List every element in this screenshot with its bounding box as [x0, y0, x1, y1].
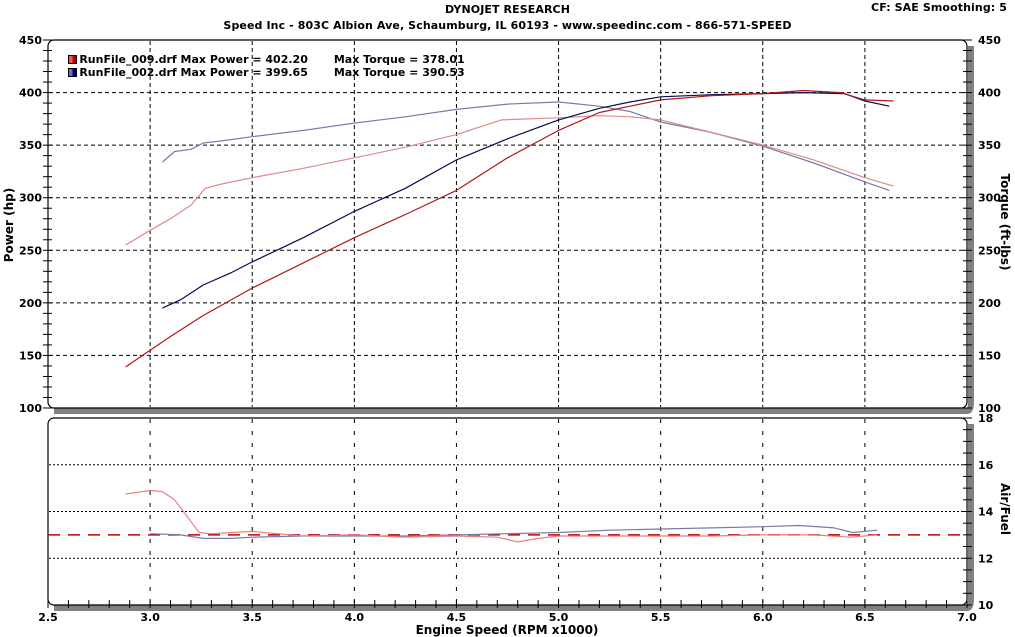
legend-torque-value: 390.53 — [422, 66, 465, 79]
grid-lines — [49, 41, 966, 604]
legend-file-name: RunFile_009.drf — [79, 53, 177, 66]
svg-text:10: 10 — [978, 599, 994, 612]
svg-text:100: 100 — [19, 402, 42, 415]
svg-text:400: 400 — [19, 87, 42, 100]
svg-text:250: 250 — [19, 244, 42, 257]
chart-title: DYNOJET RESEARCH — [444, 3, 571, 16]
svg-text:150: 150 — [19, 349, 42, 362]
chart-subtitle: Speed Inc - 803C Albion Ave, Schaumburg,… — [223, 19, 792, 32]
legend-item-run-002[interactable]: RunFile_002.drf Max Power = 399.65 Max To… — [53, 53, 465, 79]
x-axis-label: Engine Speed (RPM x1000) — [416, 623, 599, 637]
svg-text:400: 400 — [978, 87, 1001, 100]
power-torque-frame-shadow — [54, 46, 974, 414]
power-torque-frame — [47, 39, 968, 409]
afr-curve-009 — [125, 489, 878, 543]
legend-power-value: 399.65 — [265, 66, 308, 79]
svg-text:200: 200 — [19, 297, 42, 310]
svg-text:250: 250 — [978, 244, 1001, 257]
power-curve-002 — [162, 91, 890, 309]
svg-text:4.0: 4.0 — [345, 611, 365, 624]
svg-text:300: 300 — [978, 192, 1001, 205]
svg-text:6.5: 6.5 — [855, 611, 875, 624]
svg-text:4.5: 4.5 — [447, 611, 467, 624]
svg-text:18: 18 — [978, 412, 993, 425]
svg-text:5.5: 5.5 — [651, 611, 671, 624]
legend-torque-value: 378.01 — [422, 53, 465, 66]
legend-torque-label: Max Torque = — [333, 53, 419, 66]
y-axis-label-power: Power (hp) — [2, 188, 16, 262]
svg-text:2.5: 2.5 — [38, 611, 58, 624]
legend-power-label: Max Power = — [180, 53, 262, 66]
power-curve-009 — [125, 89, 894, 368]
svg-text:12: 12 — [978, 552, 993, 565]
svg-text:3.0: 3.0 — [140, 611, 160, 624]
svg-text:5.0: 5.0 — [549, 611, 569, 624]
svg-text:200: 200 — [978, 297, 1001, 310]
svg-text:6.0: 6.0 — [753, 611, 773, 624]
svg-text:100: 100 — [978, 402, 1001, 415]
svg-text:350: 350 — [19, 139, 42, 152]
torque-curve-009 — [125, 115, 894, 246]
svg-text:3.5: 3.5 — [242, 611, 262, 624]
afr-curve-002 — [150, 524, 878, 540]
svg-text:16: 16 — [978, 459, 994, 472]
axis-tick-labels: 100 100 150 150 200 200 250 250 300 300 350 350 400 4… — [19, 34, 1001, 624]
svg-text:7.0: 7.0 — [957, 611, 977, 624]
legend-item-run-009[interactable]: RunFile_009.drf Max Power = 402.20 Max To… — [53, 40, 465, 66]
svg-text:450: 450 — [19, 34, 42, 47]
legend-power-label: Max Power = — [180, 66, 262, 79]
plot-frames — [47, 39, 974, 611]
y-axis-label-torque: Torque (ft-lbs) — [998, 174, 1012, 271]
svg-text:300: 300 — [19, 192, 42, 205]
legend-torque-label: Max Torque = — [333, 66, 419, 79]
correction-factor-info: CF: SAE Smoothing: 5 — [871, 1, 1007, 14]
y-axis-label-airfuel: Air/Fuel — [998, 483, 1012, 535]
torque-curve-002 — [162, 101, 890, 191]
legend-file-name: RunFile_002.drf — [79, 66, 177, 79]
legend-swatch-red-icon — [68, 55, 78, 64]
legend-swatch-blue-icon — [68, 68, 78, 77]
svg-text:150: 150 — [978, 349, 1001, 362]
legend-power-value: 402.20 — [265, 53, 308, 66]
svg-text:450: 450 — [978, 34, 1001, 47]
svg-text:14: 14 — [978, 506, 994, 519]
svg-text:350: 350 — [978, 139, 1001, 152]
axis-ticks — [43, 39, 972, 608]
data-series — [48, 89, 967, 543]
